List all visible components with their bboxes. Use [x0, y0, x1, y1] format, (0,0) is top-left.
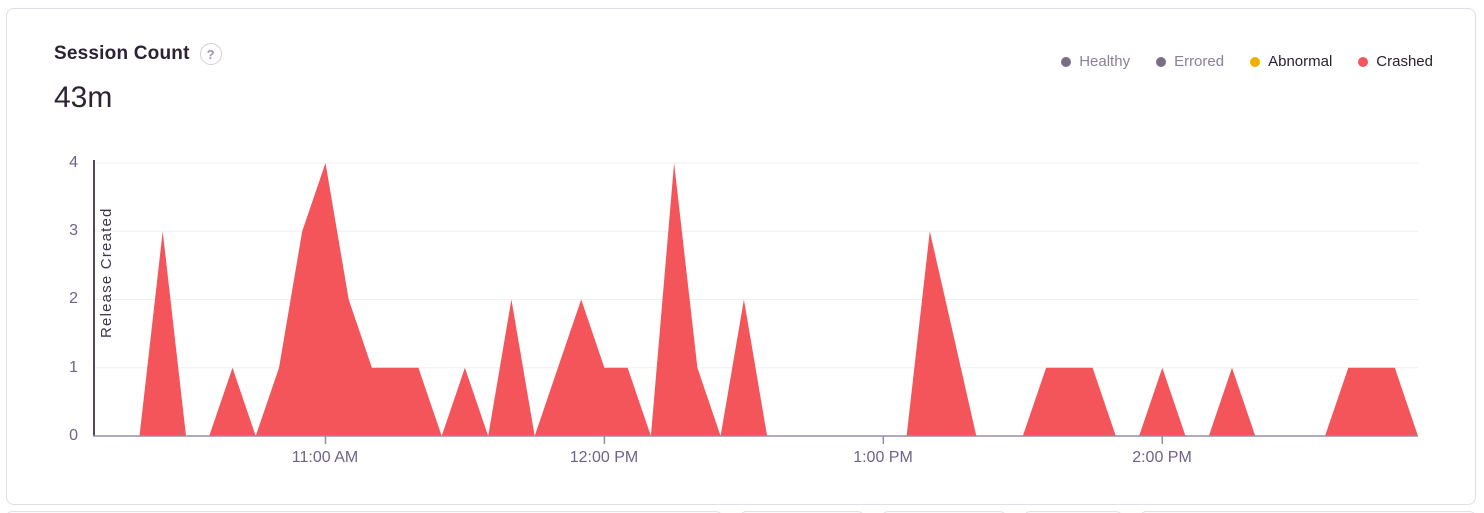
x-axis-label: 2:00 PM [1132, 449, 1192, 466]
release-annotation-label: Release Created [98, 207, 115, 338]
legend-dot [1061, 56, 1072, 67]
x-axis-label: 1:00 PM [853, 449, 913, 466]
chart-legend: Healthy Errored Abnormal Crashed [1061, 53, 1433, 70]
y-axis-label: 1 [69, 359, 78, 376]
card-header: Session Count ? [54, 43, 222, 65]
legend-item[interactable]: Healthy [1061, 53, 1130, 70]
x-axis-label: 12:00 PM [569, 449, 639, 466]
page-title: Session Count [54, 43, 190, 64]
legend-item[interactable]: Abnormal [1250, 53, 1332, 70]
y-axis-label: 3 [69, 222, 78, 239]
session-total-value: 43m [54, 81, 113, 114]
legend-dot [1250, 56, 1261, 67]
legend-dot [1156, 56, 1167, 67]
legend-item[interactable]: Crashed [1358, 53, 1433, 70]
legend-label: Abnormal [1268, 53, 1333, 70]
x-axis-label: 11:00 AM [291, 449, 359, 466]
y-axis-label: 4 [69, 154, 78, 171]
legend-dot [1358, 56, 1369, 67]
legend-label: Errored [1174, 53, 1225, 70]
help-icon[interactable]: ? [199, 43, 222, 65]
legend-item[interactable]: Errored [1156, 53, 1224, 70]
legend-label: Healthy [1079, 53, 1131, 70]
y-axis-label: 2 [69, 290, 78, 307]
crashed-area-series[interactable] [93, 163, 1418, 436]
y-axis-label: 0 [69, 427, 78, 444]
legend-label: Crashed [1376, 53, 1433, 70]
